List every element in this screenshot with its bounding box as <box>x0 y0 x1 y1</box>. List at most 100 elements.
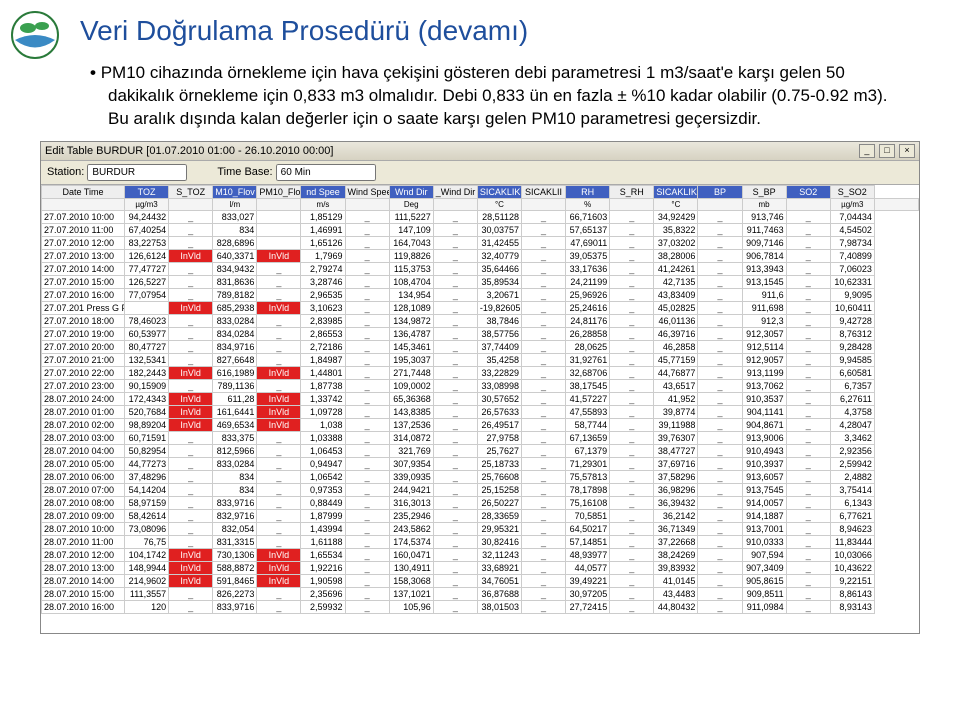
cell[interactable]: _ <box>521 561 565 574</box>
cell[interactable]: 907,3409 <box>742 561 786 574</box>
cell[interactable]: 47,69011 <box>566 236 610 249</box>
cell[interactable]: 64,50217 <box>566 522 610 535</box>
cell[interactable]: 36,39432 <box>654 496 698 509</box>
cell[interactable]: _ <box>610 470 654 483</box>
cell[interactable]: 28.07.2010 15:00 <box>42 587 125 600</box>
cell[interactable]: 28.07.2010 10:00 <box>42 522 125 535</box>
cell[interactable]: 41,24261 <box>654 262 698 275</box>
cell[interactable]: _ <box>169 457 213 470</box>
cell[interactable]: _ <box>698 574 742 587</box>
cell[interactable]: 28.07.2010 06:00 <box>42 470 125 483</box>
cell[interactable]: _ <box>257 353 301 366</box>
cell[interactable]: 29,95321 <box>477 522 521 535</box>
cell[interactable]: 44,77273 <box>125 457 169 470</box>
cell[interactable]: InVld <box>169 548 213 561</box>
cell[interactable]: _ <box>345 418 389 431</box>
cell[interactable]: _ <box>786 548 830 561</box>
col-header[interactable]: nd Spee <box>301 185 345 198</box>
cell[interactable]: _ <box>433 587 477 600</box>
cell[interactable]: 36,98296 <box>654 483 698 496</box>
station-input[interactable] <box>87 164 187 181</box>
cell[interactable]: 314,0872 <box>389 431 433 444</box>
cell[interactable]: 834,0284 <box>213 327 257 340</box>
cell[interactable]: 8,93143 <box>830 600 874 613</box>
cell[interactable]: 32,11243 <box>477 548 521 561</box>
cell[interactable]: _ <box>521 418 565 431</box>
cell[interactable]: 27.07.2010 10:00 <box>42 210 125 223</box>
cell[interactable]: 1,65534 <box>301 548 345 561</box>
minimize-button[interactable]: _ <box>859 144 875 158</box>
cell[interactable]: 28.07.2010 08:00 <box>42 496 125 509</box>
cell[interactable]: 914,0057 <box>742 496 786 509</box>
table-row[interactable]: 27.07.2010 12:0083,22753_828,68961,65126… <box>42 236 919 249</box>
cell[interactable]: 30,82416 <box>477 535 521 548</box>
cell[interactable]: 67,40254 <box>125 223 169 236</box>
cell[interactable]: _ <box>169 600 213 613</box>
cell[interactable]: _ <box>610 379 654 392</box>
cell[interactable]: _ <box>698 483 742 496</box>
cell[interactable]: 2,96535 <box>301 288 345 301</box>
cell[interactable]: 28.07.2010 14:00 <box>42 574 125 587</box>
cell[interactable]: _ <box>257 470 301 483</box>
cell[interactable]: _ <box>257 587 301 600</box>
cell[interactable]: 588,8872 <box>213 561 257 574</box>
cell[interactable]: _ <box>610 301 654 314</box>
cell[interactable]: 67,1379 <box>566 444 610 457</box>
timebase-input[interactable] <box>276 164 376 181</box>
cell[interactable]: 0,97353 <box>301 483 345 496</box>
cell[interactable]: 75,57813 <box>566 470 610 483</box>
cell[interactable]: 2,59932 <box>301 600 345 613</box>
cell[interactable]: 39,11988 <box>654 418 698 431</box>
table-row[interactable]: 27.07.2010 20:0080,47727_834,9716_2,7218… <box>42 340 919 353</box>
cell[interactable]: 3,20671 <box>477 288 521 301</box>
cell[interactable]: _ <box>521 236 565 249</box>
cell[interactable]: 47,55893 <box>566 405 610 418</box>
cell[interactable]: 105,96 <box>389 600 433 613</box>
cell[interactable]: _ <box>610 340 654 353</box>
cell[interactable]: 39,49221 <box>566 574 610 587</box>
cell[interactable]: 26,28858 <box>566 327 610 340</box>
cell[interactable]: _ <box>345 496 389 509</box>
cell[interactable]: 912,3057 <box>742 327 786 340</box>
table-row[interactable]: 28.07.2010 03:0060,71591_833,375_1,03388… <box>42 431 919 444</box>
cell[interactable]: _ <box>345 522 389 535</box>
cell[interactable]: _ <box>521 288 565 301</box>
cell[interactable] <box>257 236 301 249</box>
cell[interactable]: _ <box>433 379 477 392</box>
table-row[interactable]: 27.07.2010 19:0060,53977_834,0284_2,8655… <box>42 327 919 340</box>
cell[interactable]: 39,05375 <box>566 249 610 262</box>
cell[interactable]: 75,16108 <box>566 496 610 509</box>
cell[interactable]: InVld <box>169 249 213 262</box>
table-row[interactable]: 27.07.2010 22:00182,2443InVld616,1989InV… <box>42 366 919 379</box>
cell[interactable]: _ <box>610 444 654 457</box>
cell[interactable]: 520,7684 <box>125 405 169 418</box>
cell[interactable]: 27.07.2010 18:00 <box>42 314 125 327</box>
cell[interactable]: 41,0145 <box>654 574 698 587</box>
cell[interactable]: _ <box>610 496 654 509</box>
table-row[interactable]: 28.07.2010 01:00520,7684InVld161,6441InV… <box>42 405 919 418</box>
cell[interactable]: _ <box>169 483 213 496</box>
cell[interactable]: _ <box>698 353 742 366</box>
cell[interactable]: 812,5966 <box>213 444 257 457</box>
cell[interactable]: _ <box>698 405 742 418</box>
cell[interactable]: 43,6517 <box>654 379 698 392</box>
cell[interactable]: _ <box>521 470 565 483</box>
cell[interactable]: _ <box>786 509 830 522</box>
col-header[interactable]: S_RH <box>610 185 654 198</box>
cell[interactable]: _ <box>521 509 565 522</box>
cell[interactable]: _ <box>345 444 389 457</box>
cell[interactable]: 46,2858 <box>654 340 698 353</box>
cell[interactable]: 6,77621 <box>830 509 874 522</box>
cell[interactable]: 33,08998 <box>477 379 521 392</box>
cell[interactable]: _ <box>610 223 654 236</box>
cell[interactable]: _ <box>169 431 213 444</box>
cell[interactable]: 4,3758 <box>830 405 874 418</box>
cell[interactable]: 27.07.2010 22:00 <box>42 366 125 379</box>
cell[interactable]: 6,7357 <box>830 379 874 392</box>
cell[interactable]: 27,9758 <box>477 431 521 444</box>
cell[interactable]: 911,698 <box>742 301 786 314</box>
cell[interactable]: _ <box>345 574 389 587</box>
cell[interactable]: _ <box>610 574 654 587</box>
cell[interactable]: _ <box>521 223 565 236</box>
col-header[interactable]: S_TOZ <box>169 185 213 198</box>
